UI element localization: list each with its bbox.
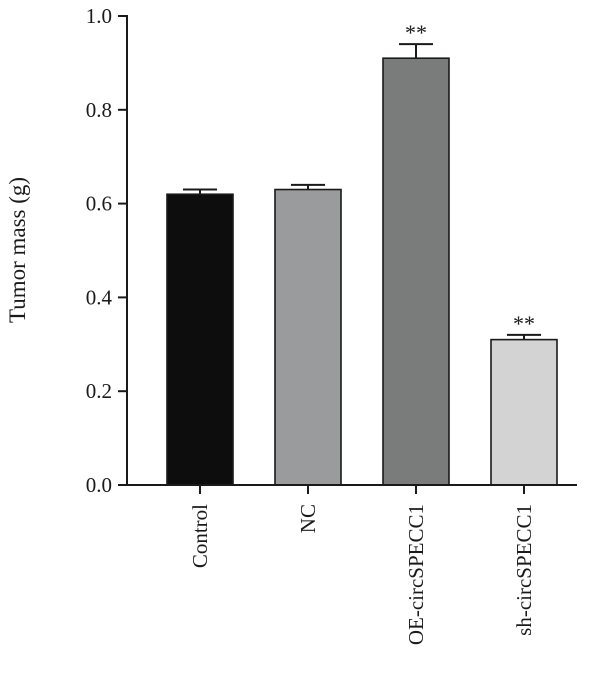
x-tick-label-3: sh-circSPECC1 <box>512 504 536 636</box>
y-tick-label-0: 0.0 <box>86 473 112 497</box>
y-axis-title: Tumor mass (g) <box>5 177 30 323</box>
x-tick-label-1: NC <box>296 504 320 533</box>
y-tick-label-5: 1.0 <box>86 4 112 28</box>
bar-0 <box>166 193 234 486</box>
bars-group: ** ** <box>166 20 558 486</box>
y-tick-label-4: 0.8 <box>86 98 112 122</box>
y-tick-label-1: 0.2 <box>86 379 112 403</box>
x-tick-label-2: OE-circSPECC1 <box>404 504 428 645</box>
significance-label-3: ** <box>513 311 535 336</box>
x-axis: Control NC OE-circSPECC1 sh-circSPECC1 <box>127 484 577 645</box>
bar-3 <box>490 338 558 486</box>
y-tick-label-3: 0.6 <box>86 192 112 216</box>
bar-2 <box>382 57 450 486</box>
bar-1 <box>274 188 342 486</box>
y-tick-label-2: 0.4 <box>86 285 113 309</box>
y-axis: 0.0 0.2 0.4 0.6 0.8 1.0 <box>86 4 128 497</box>
x-tick-label-0: Control <box>188 504 212 568</box>
significance-label-2: ** <box>405 20 427 45</box>
